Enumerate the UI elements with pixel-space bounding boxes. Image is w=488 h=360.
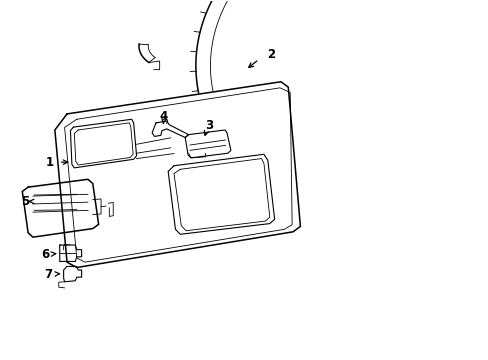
Text: 2: 2 [266,48,275,61]
Text: 6: 6 [41,248,49,261]
Text: 3: 3 [205,119,213,132]
Text: 5: 5 [20,195,29,208]
Text: 4: 4 [160,110,167,123]
Polygon shape [152,121,188,138]
Polygon shape [55,82,300,267]
Polygon shape [168,154,274,234]
Polygon shape [185,130,230,158]
Polygon shape [63,266,81,282]
Polygon shape [70,119,136,168]
Polygon shape [60,245,81,261]
Text: 7: 7 [44,268,53,281]
Polygon shape [22,179,99,237]
Text: 1: 1 [46,156,54,168]
